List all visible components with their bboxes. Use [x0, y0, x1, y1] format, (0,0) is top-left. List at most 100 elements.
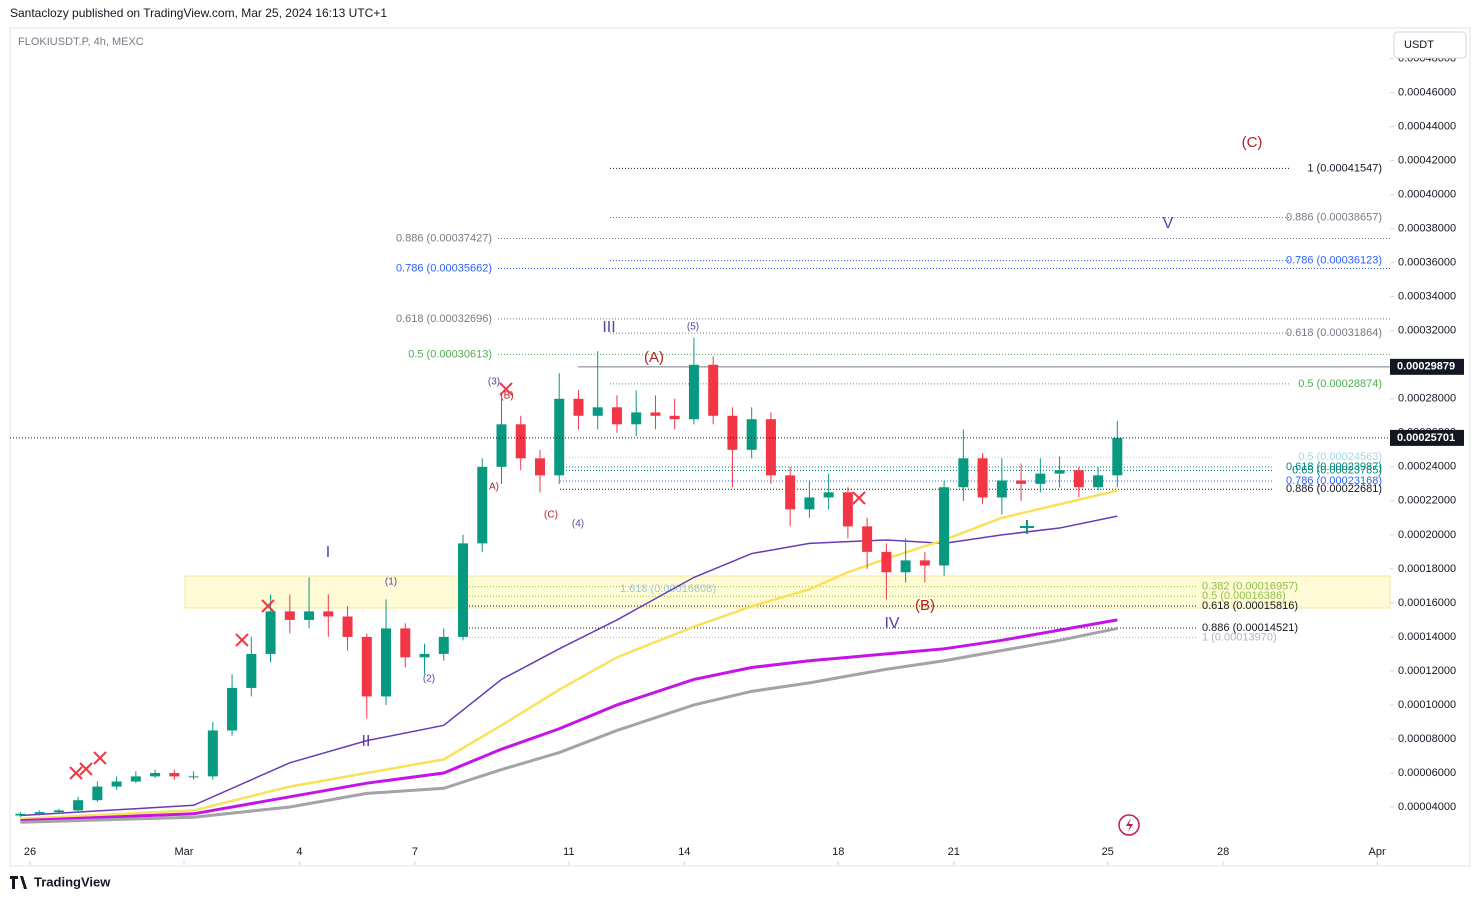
candle-body [304, 611, 315, 620]
y-tick-label: 0.00038000 [1398, 223, 1456, 235]
fib-label: 0.5 (0.00024563) [1298, 451, 1382, 463]
candle-body [804, 497, 815, 510]
wave-label: (2) [423, 674, 435, 685]
fib-label: 0.786 (0.00023168) [1286, 475, 1382, 487]
moving-average [20, 626, 1118, 824]
wave-label: (3) [488, 377, 500, 388]
candle-body [1016, 480, 1027, 484]
fib-label: 0.65 (0.00023785) [1292, 464, 1382, 476]
y-tick-label: 0.00016000 [1398, 597, 1456, 609]
candle-body [939, 487, 950, 566]
wave-label: A) [489, 482, 499, 493]
x-tick-label: Mar [174, 846, 193, 858]
x-tick-label: Apr [1369, 846, 1386, 858]
candle-body [34, 812, 45, 814]
fib-label: 1.618 (0.00016808) [620, 583, 716, 595]
candle-body [1054, 470, 1065, 474]
y-tick-label: 0.00028000 [1398, 393, 1456, 405]
last-price-tag [1390, 429, 1464, 446]
fib-label: 0.786 (0.00036123) [1286, 255, 1382, 267]
wave-label: III [602, 319, 615, 336]
wave-label: (1) [385, 577, 397, 588]
wave-label: (A) [644, 349, 664, 366]
candle-body [150, 772, 161, 777]
fib-label: 0.786 (0.00035662) [396, 262, 492, 274]
y-tick-label: 0.00046000 [1398, 87, 1456, 99]
fib-label: 0.5 (0.00016386) [1202, 590, 1286, 602]
logo-icon [10, 876, 27, 889]
plus-marker [1020, 520, 1034, 534]
wave-label: V [1163, 215, 1174, 232]
alert-icon-bolt [1126, 818, 1133, 832]
x-tick-label: 11 [563, 846, 574, 858]
wave-label: IV [884, 615, 899, 632]
candle-body [188, 776, 199, 778]
candle-body [708, 364, 719, 416]
candle-body [342, 616, 353, 637]
fib-label: 0.886 (0.00014521) [1202, 622, 1298, 634]
x-tick-label: 18 [832, 846, 844, 858]
x-tick-label: 28 [1217, 846, 1229, 858]
candle-body [611, 407, 622, 425]
y-tick-label: 0.00022000 [1398, 495, 1456, 507]
fib-label: 1 (0.00013970) [1202, 631, 1277, 643]
candle-body [592, 407, 603, 416]
alert-icon[interactable] [1118, 814, 1140, 836]
fib-label: 1 (0.00041547) [1307, 162, 1382, 174]
y-tick-label: 0.00020000 [1398, 529, 1456, 541]
fib-label: 0.382 (0.00016957) [1202, 581, 1298, 593]
symbol: FLOKIUSDT.P, 4h, MEXC [18, 36, 144, 48]
fib-label: 0.886 (0.00037427) [396, 232, 492, 244]
moving-average [20, 618, 1118, 823]
fib-label: 0.886 (0.00022681) [1286, 483, 1382, 495]
moving-average [20, 515, 1118, 817]
candle-body [631, 412, 642, 425]
candle-body [1112, 437, 1123, 476]
x-tick-label: 7 [412, 846, 418, 858]
candle-body [746, 419, 757, 450]
y-tick-label: 0.00008000 [1398, 733, 1456, 745]
y-tick-label: 0.00032000 [1398, 325, 1456, 337]
currency: USDT [1404, 39, 1434, 51]
y-tick-label: 0.00006000 [1398, 767, 1456, 779]
candle-body [727, 415, 738, 450]
wave-label: (C) [544, 510, 558, 521]
marks: 0.00004000 0.00006000 0.00008000 0.00010000… [10, 53, 1464, 865]
x-tick-label: 21 [948, 846, 960, 858]
candle-body [958, 458, 969, 488]
candle-body [977, 458, 988, 498]
wave-label: (5) [687, 322, 699, 333]
fib-label: 0.618 (0.00023987) [1286, 461, 1382, 473]
candle-body [438, 636, 449, 654]
wave-label: (4) [572, 519, 584, 530]
candle-body [477, 466, 488, 544]
wave-label: (B) [915, 597, 935, 614]
y-tick-label: 0.00012000 [1398, 665, 1456, 677]
candle-body [73, 800, 84, 811]
y-tick-label: 0.00040000 [1398, 189, 1456, 201]
wave-label: II [362, 733, 371, 750]
candle-body [207, 730, 218, 777]
y-tick-label: 0.00018000 [1398, 563, 1456, 575]
currency-button[interactable] [1393, 31, 1467, 59]
candle-body [650, 412, 661, 416]
candle-body [323, 611, 334, 617]
price-tag [1390, 358, 1464, 375]
y-tick-label: 0.00010000 [1398, 699, 1456, 711]
candle-body [688, 364, 699, 420]
candle-body [381, 628, 392, 697]
candle-body [496, 424, 507, 467]
y-tick-label: 0.00014000 [1398, 631, 1456, 643]
candle-body [169, 772, 180, 777]
candle-body [284, 611, 295, 620]
x-tick-label: 14 [678, 846, 690, 858]
candle-body [1093, 475, 1104, 488]
price-tag-label: 0.00029879 [1397, 361, 1455, 373]
candle-body [573, 398, 584, 416]
last-price-label: 0.00025701 [1397, 432, 1455, 444]
candle-body [785, 475, 796, 510]
footer-logo: TradingView [34, 874, 111, 889]
fib-label: 0.618 (0.00032696) [396, 313, 492, 325]
y-tick-label: 0.00004000 [1398, 801, 1456, 813]
